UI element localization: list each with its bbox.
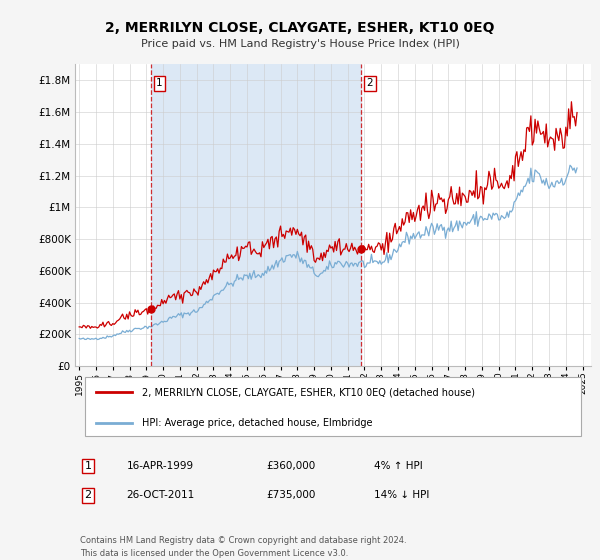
Text: 2, MERRILYN CLOSE, CLAYGATE, ESHER, KT10 0EQ: 2, MERRILYN CLOSE, CLAYGATE, ESHER, KT10… — [105, 21, 495, 35]
Text: £360,000: £360,000 — [266, 461, 315, 471]
Text: 4% ↑ HPI: 4% ↑ HPI — [374, 461, 423, 471]
Text: 2, MERRILYN CLOSE, CLAYGATE, ESHER, KT10 0EQ (detached house): 2, MERRILYN CLOSE, CLAYGATE, ESHER, KT10… — [142, 387, 475, 397]
Text: 2: 2 — [367, 78, 373, 88]
Text: 16-APR-1999: 16-APR-1999 — [127, 461, 194, 471]
Bar — [151, 64, 361, 366]
Text: 1: 1 — [85, 461, 91, 471]
Text: 1: 1 — [156, 78, 163, 88]
Text: £735,000: £735,000 — [266, 490, 315, 500]
Text: 14% ↓ HPI: 14% ↓ HPI — [374, 490, 430, 500]
Text: Price paid vs. HM Land Registry's House Price Index (HPI): Price paid vs. HM Land Registry's House … — [140, 39, 460, 49]
Text: 26-OCT-2011: 26-OCT-2011 — [127, 490, 195, 500]
Text: 2: 2 — [85, 490, 91, 500]
FancyBboxPatch shape — [85, 377, 581, 436]
Text: Contains HM Land Registry data © Crown copyright and database right 2024.
This d: Contains HM Land Registry data © Crown c… — [80, 536, 407, 558]
Text: HPI: Average price, detached house, Elmbridge: HPI: Average price, detached house, Elmb… — [142, 418, 373, 427]
